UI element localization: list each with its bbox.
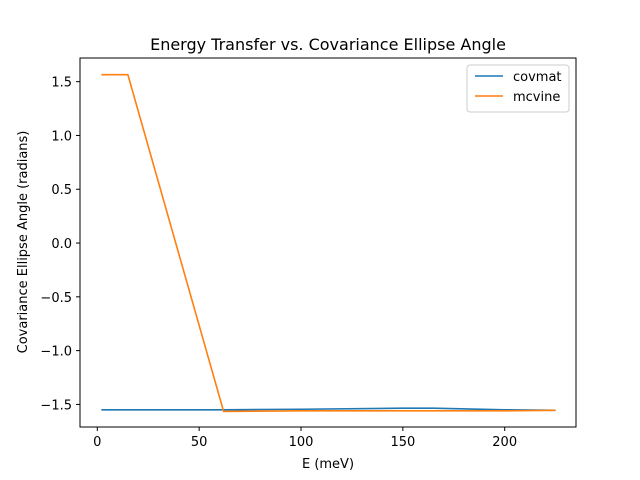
chart-title: Energy Transfer vs. Covariance Ellipse A… [150,35,506,54]
y-axis-label: Covariance Ellipse Angle (radians) [16,131,31,354]
legend: covmat mcvine [466,64,570,113]
y-tick-label: 1.0 [51,129,72,144]
legend-label-covmat: covmat [513,70,562,85]
y-tick-label: −1.5 [40,398,72,413]
y-tick-label: −1.0 [40,345,72,360]
x-axis-ticks: 0 50 100 150 200 [93,427,517,450]
y-tick-label: 1.5 [51,76,72,91]
x-tick-label: 0 [93,435,101,450]
x-tick-label: 100 [289,435,314,450]
x-tick-label: 150 [390,435,415,450]
x-axis-label: E (meV) [302,457,354,472]
y-tick-label: 0.5 [51,183,72,198]
plot-frame [79,57,577,428]
legend-label-mcvine: mcvine [513,90,560,105]
x-tick-label: 200 [492,435,517,450]
y-axis-ticks: 1.5 1.0 0.5 0.0 −0.5 −1.0 −1.5 [40,76,80,413]
y-tick-label: 0.0 [51,237,72,252]
series-line-mcvine [101,73,556,413]
y-tick-label: −0.5 [40,291,72,306]
x-tick-label: 50 [191,435,208,450]
plot-area [79,57,577,428]
